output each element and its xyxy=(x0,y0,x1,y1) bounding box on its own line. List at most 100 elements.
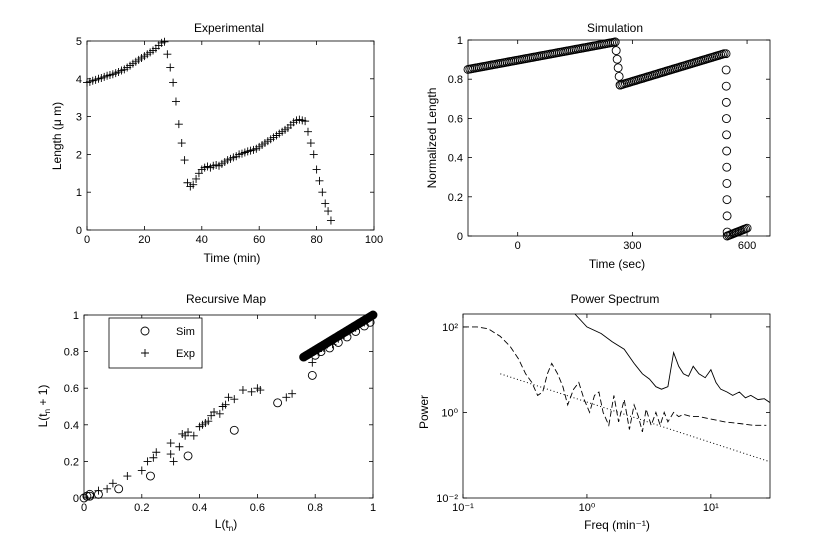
x-tick-label: 10⁰ xyxy=(579,502,596,514)
data-point-circle xyxy=(610,37,620,47)
y-tick-label: 10⁰ xyxy=(441,407,458,419)
data-point-circle xyxy=(82,491,92,501)
series-line-dotted xyxy=(500,373,770,463)
y-tick-label: 0.4 xyxy=(64,420,79,432)
data-point-plus xyxy=(324,207,333,216)
x-tick-label: 300 xyxy=(623,240,641,252)
data-point-plus xyxy=(171,97,180,106)
data-point-plus xyxy=(175,442,184,451)
x-tick-label: 0.4 xyxy=(192,502,207,514)
panel-experimental: Experimental Time (min) Length (μ m) 0 20… xyxy=(50,21,383,265)
data-point-plus xyxy=(221,400,230,409)
data-point-plus xyxy=(288,389,297,398)
data-point-circle xyxy=(114,484,124,494)
data-point-circle xyxy=(722,146,732,156)
data-point-circle xyxy=(721,97,731,107)
data-point-circle xyxy=(721,65,731,75)
data-point-plus xyxy=(169,457,178,466)
data-point-circle xyxy=(146,471,155,481)
data-point-circle xyxy=(722,178,732,188)
chart-title: Experimental xyxy=(194,21,264,35)
data-point-plus xyxy=(318,188,327,197)
data-point-circle xyxy=(85,489,95,499)
data-point-plus xyxy=(160,37,169,46)
data-point-circle xyxy=(613,63,623,73)
x-tick-label: 20 xyxy=(138,234,150,246)
y-tick-label: 0 xyxy=(73,493,79,505)
data-point-circle xyxy=(722,130,732,140)
data-point-plus xyxy=(184,428,193,437)
chart-title: Recursive Map xyxy=(186,292,266,306)
data-point-plus xyxy=(308,358,317,367)
data-marks xyxy=(463,314,770,463)
y-tick-label: 0.2 xyxy=(448,192,463,204)
x-tick-label: 600 xyxy=(738,240,756,252)
x-tick-label: 80 xyxy=(310,234,322,246)
y-tick-label: 0.8 xyxy=(64,347,79,359)
x-tick-label: 0.8 xyxy=(308,502,323,514)
axis-ticks: 10⁻¹ 10⁰ 10¹ 10⁻² 10⁰ 10² xyxy=(436,314,770,514)
y-tick-label: 0.4 xyxy=(448,153,463,165)
y-axis-label: Normalized Length xyxy=(425,88,439,189)
y-tick-label: 0.8 xyxy=(448,74,463,86)
panel-recursive-map: Recursive Map L(tn) 0 0.2 0.4 0.6 0.8 1 0 0.2 0.… xyxy=(64,292,378,533)
data-point-plus xyxy=(247,387,256,396)
y-tick-label: 10² xyxy=(442,322,458,334)
axes-frame xyxy=(86,40,375,231)
data-point-circle xyxy=(307,370,317,380)
data-point-plus xyxy=(215,409,224,418)
y-tick-label: 3 xyxy=(76,112,82,124)
y-tick-label: 0 xyxy=(76,225,82,237)
data-point-plus xyxy=(204,417,213,426)
y-tick-label: 0.6 xyxy=(64,383,79,395)
axis-ticks: 0 300 600 0 0.2 0.4 0.6 0.8 1 xyxy=(448,35,770,252)
data-point-circle xyxy=(721,49,731,59)
x-tick-label: 0 xyxy=(81,502,87,514)
data-point-circle xyxy=(722,162,732,172)
legend-marker-plus xyxy=(141,349,149,357)
data-point-plus xyxy=(326,216,335,225)
y-tick-label: 2 xyxy=(76,149,82,161)
data-point-plus xyxy=(163,50,172,59)
x-tick-label: 100 xyxy=(365,234,383,246)
x-axis-label: Time (min) xyxy=(204,251,261,265)
data-point-plus xyxy=(177,139,186,148)
x-tick-label: 0.6 xyxy=(250,502,265,514)
x-tick-label: 0.2 xyxy=(134,502,149,514)
data-point-plus xyxy=(309,150,318,159)
recursive-map-y-axis-label: L(tn + 1) xyxy=(36,385,52,428)
x-axis-label: Freq (min⁻¹) xyxy=(584,518,650,532)
data-point-plus xyxy=(230,395,239,404)
data-point-plus xyxy=(166,439,175,448)
data-point-circle xyxy=(229,425,239,435)
y-tick-label: 0.2 xyxy=(64,456,79,468)
data-point-plus xyxy=(306,139,315,148)
panel-simulation: Simulation Time (sec) Normalized Length … xyxy=(425,21,771,271)
data-point-plus xyxy=(189,431,198,440)
data-point-plus xyxy=(301,117,310,126)
data-point-circle xyxy=(742,223,752,233)
x-tick-label: 60 xyxy=(253,234,265,246)
y-tick-label: 0.6 xyxy=(448,113,463,125)
axes-frame xyxy=(462,313,771,499)
chart-title: Power Spectrum xyxy=(571,292,660,306)
x-tick-label: 40 xyxy=(196,234,208,246)
data-point-plus xyxy=(108,479,117,488)
data-point-plus xyxy=(169,78,178,87)
data-point-plus xyxy=(256,386,265,395)
axes-frame xyxy=(83,314,374,499)
data-point-circle xyxy=(722,211,732,221)
data-point-circle xyxy=(722,195,732,205)
data-point-plus xyxy=(123,472,132,481)
data-point-plus xyxy=(174,120,183,129)
y-tick-label: 4 xyxy=(76,74,82,86)
data-point-plus xyxy=(143,457,152,466)
legend-label-exp: Exp xyxy=(176,348,195,360)
chart-title: Simulation xyxy=(587,21,643,35)
data-point-plus xyxy=(321,199,330,208)
y-tick-label: 10⁻² xyxy=(436,493,458,505)
x-axis-label: L(tn) xyxy=(215,517,237,533)
data-point-plus xyxy=(149,453,158,462)
data-point-plus xyxy=(152,448,161,457)
